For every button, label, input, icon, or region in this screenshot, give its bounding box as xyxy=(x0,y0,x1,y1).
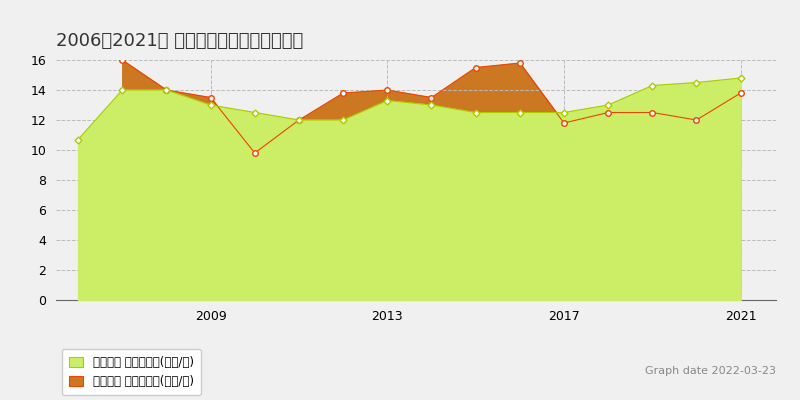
Text: Graph date 2022-03-23: Graph date 2022-03-23 xyxy=(645,366,776,376)
Text: 2006～2021年 つくばみらい市の地価推移: 2006～2021年 つくばみらい市の地価推移 xyxy=(56,32,303,50)
Legend: 地価公示 平均坤単価(万円/坤), 取引価格 平均坤単価(万円/坤): 地価公示 平均坤単価(万円/坤), 取引価格 平均坤単価(万円/坤) xyxy=(62,349,201,395)
